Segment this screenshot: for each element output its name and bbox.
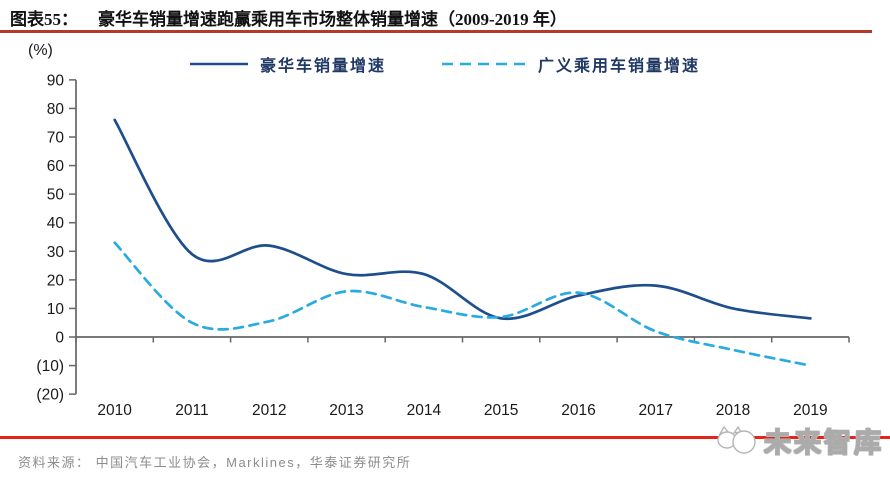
brand-logo: 未来智库 [714, 420, 884, 460]
x-tick-label: 2016 [561, 402, 595, 419]
y-tick-label: 0 [55, 330, 64, 347]
legend-swatch-1 [442, 62, 526, 66]
y-tick-label: (10) [36, 358, 64, 375]
y-tick-label: 40 [47, 215, 65, 232]
legend-item-0: 豪华车销量增速 [189, 52, 386, 76]
y-tick-label: (20) [36, 387, 64, 404]
y-tick-label: 70 [47, 130, 65, 147]
figure-title: 豪华车销量增速跑赢乘用车市场整体销量增速（2009-2019 年） [98, 10, 567, 29]
legend-swatch-0 [189, 62, 248, 66]
legend-label-1: 广义乘用车销量增速 [538, 58, 701, 75]
legend-label-0: 豪华车销量增速 [259, 58, 386, 75]
x-tick-label: 2012 [252, 402, 286, 419]
figure-header: 图表55： 豪华车销量增速跑赢乘用车市场整体销量增速（2009-2019 年） [10, 5, 567, 30]
series-line-1 [113, 241, 812, 367]
figure-number-label: 图表55： [10, 10, 78, 29]
y-tick-label: 50 [47, 187, 65, 204]
footer-separator-line [0, 436, 890, 439]
y-tick-label: 80 [47, 101, 65, 118]
series-line-0 [113, 118, 812, 321]
x-tick-label: 2014 [407, 402, 442, 419]
y-axis-unit-label: (%) [28, 42, 53, 59]
y-tick-label: 20 [47, 272, 65, 289]
y-tick-label: 60 [47, 158, 65, 175]
brand-logo-icon [717, 425, 756, 454]
chart-legend: 豪华车销量增速 广义乘用车销量增速 [0, 52, 890, 76]
y-tick-label: 90 [47, 72, 65, 89]
y-tick-label: 10 [47, 301, 65, 318]
x-tick-label: 2015 [484, 402, 518, 419]
source-text: 资料来源： 中国汽车工业协会，Marklines，华泰证券研究所 [18, 455, 412, 470]
x-tick-label: 2019 [793, 402, 827, 419]
x-tick-label: 2010 [97, 402, 132, 419]
title-underline-divider [0, 30, 872, 33]
brand-logo-text: 未来智库 [763, 427, 884, 458]
x-tick-label: 2013 [329, 402, 363, 419]
legend-item-1: 广义乘用车销量增速 [442, 52, 700, 76]
y-tick-label: 30 [47, 244, 65, 261]
x-tick-label: 2018 [716, 402, 750, 419]
x-tick-label: 2011 [175, 402, 208, 419]
x-tick-label: 2017 [639, 402, 673, 419]
